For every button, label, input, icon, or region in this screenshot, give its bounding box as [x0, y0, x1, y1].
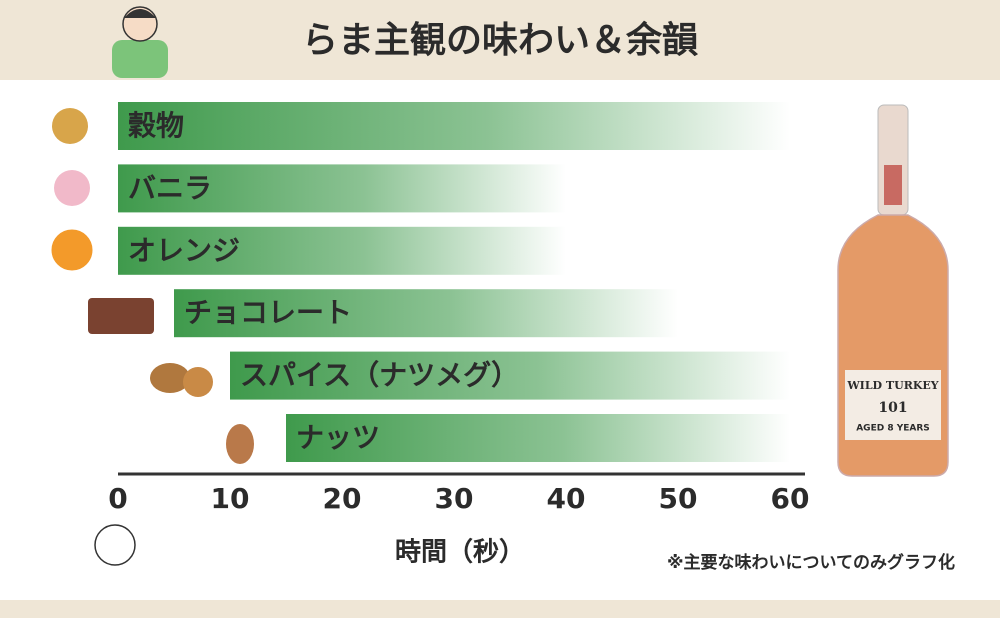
x-tick-label: 20 — [323, 482, 362, 515]
bar-label: チョコレート — [184, 296, 352, 329]
bar — [118, 164, 566, 213]
footer-band — [0, 600, 1000, 618]
bar — [286, 414, 790, 462]
x-axis-label: 時間（秒） — [395, 538, 525, 568]
bottle: WILD TURKEY 101 AGED 8 YEARS — [837, 104, 949, 477]
icons — [48, 108, 254, 566]
bar — [174, 289, 678, 338]
svg-text:101: 101 — [878, 400, 907, 416]
bar — [118, 226, 566, 275]
x-tick-label: 10 — [211, 482, 250, 515]
x-tick-label: 60 — [771, 482, 810, 515]
bar — [118, 102, 790, 150]
bar-label: オレンジ — [128, 234, 240, 267]
x-tick-label: 50 — [659, 482, 698, 515]
x-tick-label: 0 — [108, 482, 127, 515]
bar-label: ナッツ — [296, 421, 380, 454]
bar — [230, 351, 790, 400]
note: ※主要な味わいについてのみグラフ化 — [667, 552, 955, 573]
svg-text:WILD TURKEY: WILD TURKEY — [846, 379, 938, 392]
x-tick-label: 30 — [435, 482, 474, 515]
bar-label: バニラ — [128, 171, 212, 204]
avatar — [112, 6, 168, 78]
x-tick-label: 40 — [547, 482, 586, 515]
svg-text:AGED 8 YEARS: AGED 8 YEARS — [856, 424, 930, 434]
chart-title: らま主観の味わい＆余韻 — [302, 19, 698, 61]
bar-label: 穀物 — [128, 109, 184, 142]
bar-label: スパイス（ナツメグ） — [240, 359, 519, 392]
